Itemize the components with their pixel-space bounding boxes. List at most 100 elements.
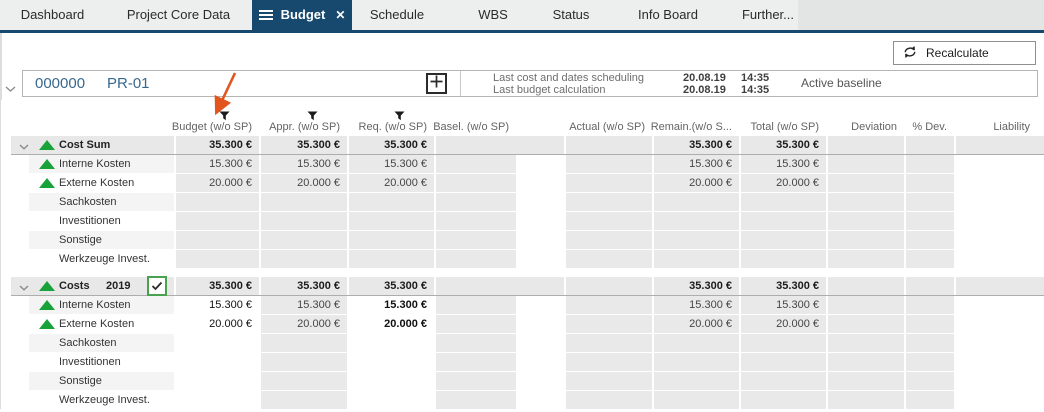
cell-basel — [434, 174, 516, 192]
cell-budget[interactable]: 20.000 € — [174, 315, 259, 333]
cell-remain — [652, 391, 739, 409]
project-id[interactable]: 000000 — [35, 75, 86, 92]
cell-budget: 35.300 € — [174, 277, 259, 295]
tab-menu-icon[interactable] — [258, 8, 273, 22]
table-row-werkzeuge-invest: Werkzeuge Invest. — [11, 391, 1044, 409]
tab-further[interactable]: Further... — [741, 7, 795, 22]
cell-req: 15.300 € — [347, 155, 434, 173]
collapse-project-icon[interactable] — [5, 80, 16, 98]
collapse-group-icon[interactable] — [19, 142, 29, 154]
cell-actual — [564, 391, 652, 409]
cell-appr: 15.300 € — [259, 155, 347, 173]
cell-liability — [954, 334, 1037, 352]
tab-status[interactable]: Status — [552, 7, 590, 22]
row-label: Sachkosten — [59, 196, 117, 208]
cell-req[interactable] — [347, 391, 434, 409]
cell-pdev — [904, 155, 954, 173]
cell-actual — [564, 155, 652, 173]
cell-req[interactable] — [347, 372, 434, 390]
cell-appr — [259, 193, 347, 211]
tab-label: Budget — [280, 7, 326, 22]
cell-budget[interactable] — [174, 391, 259, 409]
cell-appr — [259, 334, 347, 352]
table-row-sachkosten: Sachkosten — [11, 193, 1044, 211]
column-gap — [516, 391, 564, 409]
recalculate-button[interactable]: Recalculate — [893, 41, 1036, 65]
cell-deviation — [826, 193, 904, 211]
tab-schedule[interactable]: Schedule — [369, 7, 425, 22]
info-label: Last cost and dates scheduling — [493, 72, 645, 84]
filter-icon[interactable] — [219, 108, 230, 126]
cell-req[interactable]: 20.000 € — [347, 315, 434, 333]
row-label-cell: Sonstige — [11, 231, 174, 249]
cell-basel — [434, 136, 516, 154]
add-button[interactable] — [426, 73, 447, 94]
cell-liability — [954, 155, 1037, 173]
column-header-label: Liability — [993, 121, 1030, 133]
group-label-cell: Costs 2019 — [11, 276, 174, 296]
column-header-label: Deviation — [851, 121, 897, 133]
tab-bar: Dashboard Project Core Data Budget ✕ Schedul… — [0, 0, 1044, 33]
group-checkbox[interactable] — [147, 276, 167, 296]
row-label: Externe Kosten — [59, 177, 135, 189]
tab-wbs[interactable]: WBS — [478, 7, 508, 22]
cell-req — [347, 193, 434, 211]
group-label: Cost Sum — [59, 139, 111, 151]
project-header-box: 000000 PR-01 Last cost and dates schedul… — [22, 70, 1038, 97]
table-row-interne-kosten: Interne Kosten 15.300 €15.300 €15.300 €15… — [11, 155, 1044, 173]
cell-remain — [652, 231, 739, 249]
cell-budget[interactable] — [174, 372, 259, 390]
status-triangle-icon — [39, 178, 55, 188]
column-gap — [516, 174, 564, 192]
cell-liability — [954, 315, 1037, 333]
cell-req[interactable]: 15.300 € — [347, 296, 434, 314]
cell-budget: 15.300 € — [174, 155, 259, 173]
close-tab-icon[interactable]: ✕ — [335, 8, 346, 22]
table-row-investitionen: Investitionen — [11, 353, 1044, 371]
tab-project-core-data[interactable]: Project Core Data — [126, 7, 231, 22]
status-triangle-icon — [39, 140, 55, 150]
cell-budget[interactable]: 15.300 € — [174, 296, 259, 314]
row-label-cell: Investitionen — [11, 353, 174, 371]
cell-pdev — [904, 136, 954, 154]
cell-req[interactable] — [347, 334, 434, 352]
cell-budget — [174, 193, 259, 211]
scheduling-info: Last cost and dates scheduling 20.08.19 … — [493, 72, 781, 96]
row-label: Externe Kosten — [59, 318, 135, 330]
toolbar: Recalculate — [1, 33, 1044, 70]
cell-req[interactable] — [347, 353, 434, 371]
content-area: Recalculate 000000 PR-01 Last cost an — [0, 33, 1044, 409]
cell-remain — [652, 353, 739, 371]
cell-total: 20.000 € — [739, 315, 826, 333]
cell-deviation — [826, 315, 904, 333]
cell-budget[interactable] — [174, 334, 259, 352]
table-row-sonstige: Sonstige — [11, 372, 1044, 390]
cell-liability — [954, 212, 1037, 230]
column-header-basel: Basel. (w/o SP) — [433, 100, 516, 136]
tab-budget[interactable]: Budget ✕ — [252, 0, 352, 30]
table-row-sachkosten: Sachkosten — [11, 334, 1044, 352]
project-name[interactable]: PR-01 — [107, 75, 150, 92]
cell-deviation — [826, 174, 904, 192]
filter-icon[interactable] — [394, 108, 405, 126]
tab-dashboard[interactable]: Dashboard — [20, 7, 85, 22]
collapse-group-icon[interactable] — [19, 283, 29, 295]
group-label-cell: Cost Sum — [11, 136, 174, 154]
cell-pdev — [904, 315, 954, 333]
table-row-investitionen: Investitionen — [11, 212, 1044, 230]
filter-icon[interactable] — [307, 108, 318, 126]
table-body: Cost Sum 35.300 €35.300 €35.300 €35.300 €… — [11, 136, 1044, 409]
tab-info-board[interactable]: Info Board — [638, 7, 698, 22]
cell-remain — [652, 193, 739, 211]
column-gap — [516, 250, 564, 268]
cell-actual — [564, 174, 652, 192]
cell-basel — [434, 231, 516, 249]
cell-budget[interactable] — [174, 353, 259, 371]
cell-basel — [434, 334, 516, 352]
group-label: Costs — [59, 280, 90, 292]
column-gap — [516, 231, 564, 249]
cell-total: 15.300 € — [739, 296, 826, 314]
cell-total — [739, 231, 826, 249]
cell-deviation — [826, 372, 904, 390]
cell-basel — [434, 193, 516, 211]
